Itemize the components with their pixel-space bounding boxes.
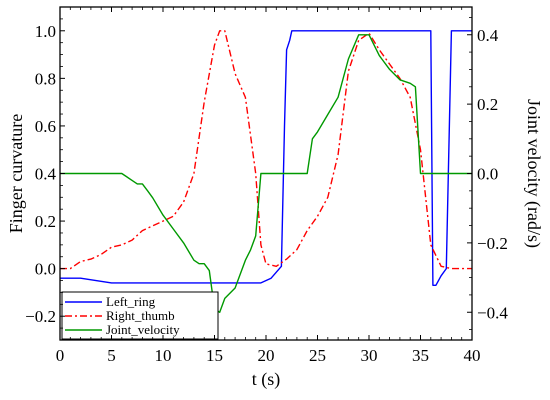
y2-axis-label: Joint velocity (rad/s) bbox=[523, 99, 544, 248]
x-tick-label: 40 bbox=[464, 346, 481, 365]
x-tick-label: 5 bbox=[107, 346, 116, 365]
x-tick-label: 35 bbox=[412, 346, 429, 365]
y-tick-label: 0.8 bbox=[35, 69, 56, 88]
x-tick-label: 10 bbox=[155, 346, 172, 365]
y2-tick-label: −0.4 bbox=[477, 303, 508, 322]
series-line-joint-velocity bbox=[60, 34, 472, 313]
legend-box bbox=[61, 291, 219, 340]
x-tick-label: 25 bbox=[309, 346, 326, 365]
y-tick-label: −0.2 bbox=[25, 307, 56, 326]
legend-label: Left_ring bbox=[106, 294, 156, 309]
y2-tick-label: 0.0 bbox=[477, 165, 498, 184]
y2-tick-label: 0.2 bbox=[477, 95, 498, 114]
y-tick-label: 0.6 bbox=[35, 117, 56, 136]
x-tick-label: 0 bbox=[56, 346, 65, 365]
x-axis-label: t (s) bbox=[252, 369, 281, 390]
y-axis-label: Finger curvature bbox=[6, 114, 26, 233]
legend-label: Right_thumb bbox=[106, 308, 175, 323]
x-tick-label: 30 bbox=[361, 346, 378, 365]
legend-label: Joint_velocity bbox=[106, 322, 180, 337]
series-line-right-thumb bbox=[60, 30, 472, 270]
x-tick-label: 15 bbox=[206, 346, 223, 365]
y-tick-label: 0.0 bbox=[35, 260, 56, 279]
y-tick-label: 0.4 bbox=[35, 165, 57, 184]
series-line-left-ring bbox=[60, 30, 472, 286]
plot-layer bbox=[60, 30, 472, 313]
y-tick-label: 0.2 bbox=[35, 212, 56, 231]
axes: t (s) Finger curvature Joint velocity (r… bbox=[6, 6, 544, 390]
x-tick-label: 20 bbox=[258, 346, 275, 365]
y2-tick-label: −0.2 bbox=[477, 234, 508, 253]
y-tick-label: 1.0 bbox=[35, 22, 56, 41]
y2-tick-label: 0.4 bbox=[477, 26, 499, 45]
